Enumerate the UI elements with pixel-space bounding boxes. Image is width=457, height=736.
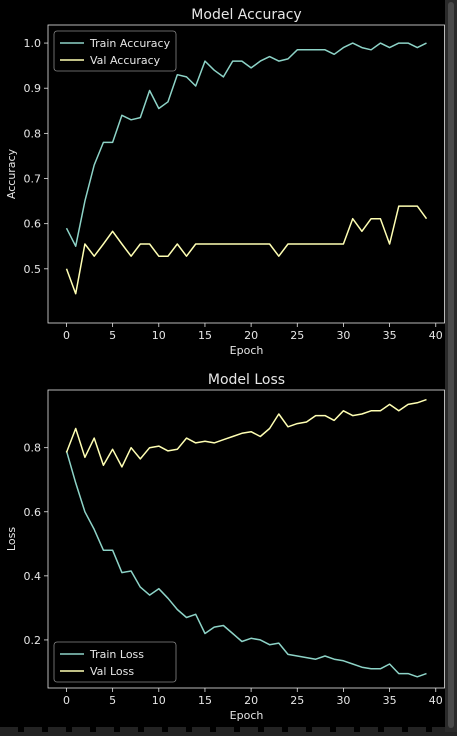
scrollbar-thumb[interactable] bbox=[448, 2, 454, 728]
legend-label: Train Loss bbox=[89, 648, 144, 661]
x-tick-label: 25 bbox=[290, 694, 304, 707]
y-tick-label: 0.7 bbox=[24, 173, 42, 186]
y-tick-label: 0.9 bbox=[24, 82, 42, 95]
chart-loss: Model Loss 0 5 10 15 20 25 30 35 40 0.2 0.4 0.6 0.8 Ep… bbox=[5, 372, 445, 722]
x-tick-label: 20 bbox=[244, 694, 258, 707]
x-tick-label: 35 bbox=[383, 329, 397, 342]
chart-title: Model Loss bbox=[208, 372, 285, 388]
x-tick-label: 0 bbox=[63, 329, 70, 342]
figure: Model Accuracy 0 5 10 15 20 25 30 35 40 0.5 0.6 0.7 0… bbox=[0, 0, 445, 732]
chart-accuracy: Model Accuracy 0 5 10 15 20 25 30 35 40 0.5 0.6 0.7 0… bbox=[5, 7, 445, 357]
y-tick-label: 0.8 bbox=[24, 442, 42, 455]
x-tick-label: 5 bbox=[109, 694, 116, 707]
x-axis-label: Epoch bbox=[230, 709, 264, 722]
x-tick-label: 40 bbox=[429, 329, 443, 342]
chart-title: Model Accuracy bbox=[191, 7, 301, 23]
x-axis-label: Epoch bbox=[230, 344, 264, 357]
x-tick-label: 20 bbox=[244, 329, 258, 342]
y-axis-label: Accuracy bbox=[5, 148, 18, 199]
y-tick-label: 0.8 bbox=[24, 127, 42, 140]
x-tick-label: 10 bbox=[152, 694, 166, 707]
x-tick-label: 5 bbox=[109, 329, 116, 342]
y-axis-label: Loss bbox=[5, 527, 18, 551]
y-tick-label: 0.5 bbox=[24, 263, 42, 276]
series-line-val-loss bbox=[67, 400, 427, 467]
y-tick-label: 0.6 bbox=[24, 506, 42, 519]
x-tick-label: 15 bbox=[198, 694, 212, 707]
x-tick-label: 0 bbox=[63, 694, 70, 707]
y-tick-label: 1.0 bbox=[24, 37, 42, 50]
x-tick-label: 25 bbox=[290, 329, 304, 342]
x-tick-label: 40 bbox=[429, 694, 443, 707]
series-line-val-accuracy bbox=[67, 206, 427, 294]
series-line-train-accuracy bbox=[67, 43, 427, 246]
x-tick-label: 10 bbox=[152, 329, 166, 342]
legend-label: Train Accuracy bbox=[89, 37, 171, 50]
x-tick-label: 30 bbox=[336, 329, 350, 342]
y-tick-label: 0.2 bbox=[24, 634, 42, 647]
legend-label: Val Loss bbox=[90, 665, 134, 678]
x-tick-label: 35 bbox=[383, 694, 397, 707]
legend-label: Val Accuracy bbox=[90, 54, 161, 67]
y-tick-label: 0.6 bbox=[24, 218, 42, 231]
cropped-text-strip bbox=[0, 727, 445, 732]
x-tick-label: 15 bbox=[198, 329, 212, 342]
x-tick-label: 30 bbox=[336, 694, 350, 707]
figure-svg: Model Accuracy 0 5 10 15 20 25 30 35 40 0.5 0.6 0.7 0… bbox=[0, 0, 445, 732]
y-tick-label: 0.4 bbox=[24, 570, 42, 583]
